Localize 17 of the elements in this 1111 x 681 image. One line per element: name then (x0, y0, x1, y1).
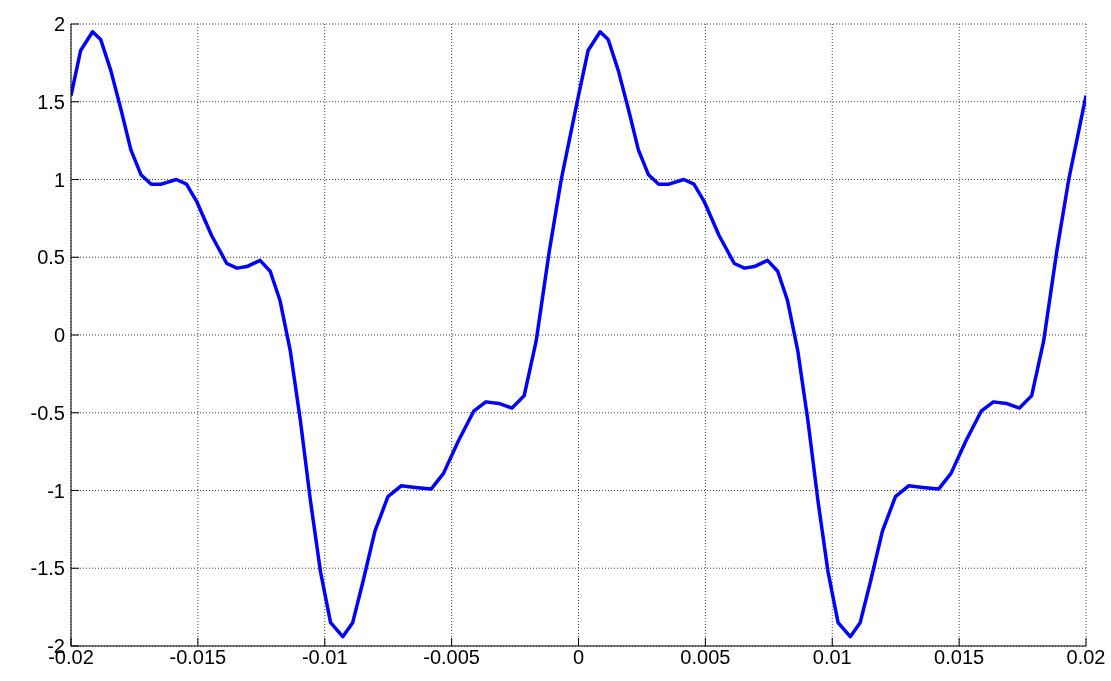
y-tick-label: 2 (53, 13, 65, 36)
x-tick-label: 0 (572, 646, 585, 669)
y-tick-label: -0.5 (30, 401, 65, 424)
y-tick-label: 0 (53, 324, 65, 347)
x-tick-label: -0.005 (423, 646, 480, 669)
x-tick-label: -0.015 (169, 646, 227, 669)
x-tick-label: 0.01 (812, 646, 852, 669)
x-tick-label: -0.01 (301, 646, 348, 669)
y-tick-label: -1 (47, 479, 65, 502)
line-series (71, 30, 1086, 639)
y-tick-label: -1.5 (30, 557, 65, 580)
y-tick-label: 1 (53, 168, 65, 191)
y-tick-label: 1.5 (37, 90, 65, 113)
x-tick-label: 0.02 (1066, 646, 1106, 669)
x-tick-label: 0.015 (934, 646, 985, 669)
y-tick-label: 0.5 (37, 246, 65, 269)
x-tick-label: 0.005 (680, 646, 731, 669)
